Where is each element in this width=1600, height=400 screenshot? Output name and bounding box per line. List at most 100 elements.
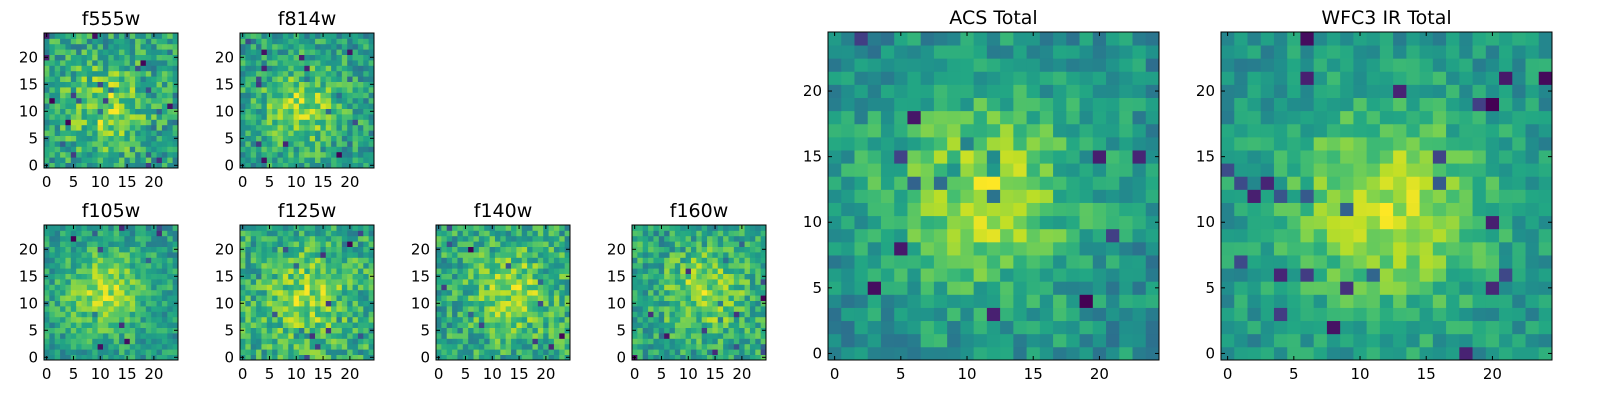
heatmap-cell bbox=[680, 322, 686, 328]
heatmap-cell bbox=[1485, 163, 1500, 177]
heatmap-cell bbox=[86, 252, 93, 258]
heatmap-cell bbox=[1538, 163, 1553, 177]
heatmap-cell bbox=[1459, 255, 1473, 269]
heatmap-cell bbox=[1472, 320, 1487, 335]
heatmap-cell bbox=[135, 316, 141, 323]
heatmap-cell bbox=[733, 316, 740, 323]
heatmap-cell bbox=[124, 257, 131, 264]
heatmap-cell bbox=[304, 124, 311, 131]
heatmap-cell bbox=[325, 257, 332, 264]
heatmap-cell bbox=[245, 49, 252, 55]
heatmap-cell bbox=[336, 268, 343, 274]
heatmap-cell bbox=[986, 281, 1001, 295]
heatmap-cell bbox=[880, 58, 895, 72]
heatmap-cell bbox=[1340, 307, 1354, 322]
heatmap-cell bbox=[108, 60, 115, 66]
heatmap-cell bbox=[250, 246, 257, 253]
heatmap-cell bbox=[113, 157, 120, 163]
heatmap-cell bbox=[986, 202, 1001, 217]
heatmap-cell bbox=[457, 349, 464, 355]
heatmap-cell bbox=[1066, 215, 1080, 230]
heatmap-cell bbox=[336, 108, 343, 115]
heatmap-cell bbox=[553, 327, 560, 334]
heatmap-cell bbox=[1092, 268, 1107, 282]
heatmap-cell bbox=[108, 354, 115, 361]
heatmap-cell bbox=[1013, 189, 1027, 203]
heatmap-cell bbox=[363, 130, 370, 136]
heatmap-cell bbox=[282, 97, 289, 104]
heatmap-cell bbox=[70, 38, 77, 45]
heatmap-cell bbox=[1092, 84, 1107, 98]
heatmap-cell bbox=[293, 130, 300, 136]
heatmap-cell bbox=[325, 354, 332, 361]
heatmap-cell bbox=[733, 279, 740, 285]
heatmap-cell bbox=[151, 76, 157, 82]
heatmap-cell bbox=[70, 235, 77, 242]
heatmap-cell bbox=[102, 235, 109, 242]
heatmap-cell bbox=[336, 124, 343, 131]
heatmap-cell bbox=[363, 49, 370, 55]
heatmap-cell bbox=[1432, 150, 1447, 164]
heatmap-cell bbox=[947, 268, 961, 282]
heatmap-cell bbox=[841, 346, 855, 361]
heatmap-cell bbox=[1013, 307, 1027, 322]
heatmap-cell bbox=[986, 255, 1001, 269]
heatmap-cell bbox=[527, 354, 533, 361]
heatmap-cell bbox=[298, 108, 305, 115]
heatmap-cell bbox=[1459, 294, 1473, 308]
heatmap-cell bbox=[669, 284, 676, 291]
heatmap-cell bbox=[1145, 58, 1160, 72]
heatmap-cell bbox=[436, 343, 442, 350]
heatmap-cell bbox=[559, 311, 566, 318]
heatmap-cell bbox=[505, 268, 512, 274]
heatmap-cell bbox=[76, 300, 82, 307]
heatmap-cell bbox=[680, 230, 686, 237]
heatmap-cell bbox=[81, 92, 88, 99]
heatmap-cell bbox=[920, 333, 935, 348]
heatmap-cell bbox=[1247, 320, 1262, 335]
heatmap-cell bbox=[548, 349, 555, 355]
heatmap-cell bbox=[298, 60, 305, 66]
heatmap-cell bbox=[739, 289, 745, 296]
heatmap-cell bbox=[894, 84, 908, 98]
heatmap-cell bbox=[1485, 294, 1500, 308]
heatmap-cell bbox=[320, 343, 327, 350]
heatmap-cell bbox=[828, 215, 842, 230]
heatmap-cell bbox=[151, 43, 157, 50]
heatmap-cell bbox=[86, 338, 93, 345]
heatmap-cell bbox=[457, 316, 464, 323]
heatmap-cell bbox=[1145, 176, 1160, 190]
heatmap-cell bbox=[140, 322, 147, 328]
heatmap-cell bbox=[60, 311, 66, 318]
heatmap-cell bbox=[1393, 228, 1407, 243]
heatmap-cell bbox=[156, 114, 163, 120]
heatmap-cell bbox=[489, 338, 496, 345]
heatmap-cell bbox=[468, 295, 474, 301]
heatmap-cell bbox=[135, 157, 141, 163]
heatmap-cell bbox=[1287, 333, 1301, 348]
heatmap-cell bbox=[1145, 110, 1160, 125]
heatmap-cell bbox=[102, 257, 109, 264]
heatmap-cell bbox=[298, 151, 305, 158]
heatmap-cell bbox=[701, 225, 708, 231]
heatmap-cell bbox=[70, 316, 77, 323]
heatmap-cell bbox=[140, 306, 147, 312]
heatmap-cell bbox=[441, 252, 448, 258]
heatmap-cell bbox=[108, 306, 115, 312]
heatmap-cell bbox=[272, 87, 278, 93]
heatmap-cell bbox=[1066, 71, 1080, 85]
heatmap-cell bbox=[347, 38, 353, 45]
heatmap-cell bbox=[320, 230, 327, 237]
heatmap-cell bbox=[129, 279, 136, 285]
heatmap-cell bbox=[352, 114, 359, 120]
heatmap-cell bbox=[828, 268, 842, 282]
heatmap-cell bbox=[1406, 228, 1420, 243]
heatmap-cell bbox=[357, 54, 364, 61]
heatmap-cell bbox=[124, 343, 131, 350]
heatmap-cell bbox=[1079, 241, 1094, 256]
heatmap-cell bbox=[707, 246, 713, 253]
heatmap-cell bbox=[478, 295, 485, 301]
heatmap-cell bbox=[245, 343, 252, 350]
y-tick-label: 5 bbox=[28, 129, 38, 147]
y-tick-label: 15 bbox=[19, 75, 38, 93]
